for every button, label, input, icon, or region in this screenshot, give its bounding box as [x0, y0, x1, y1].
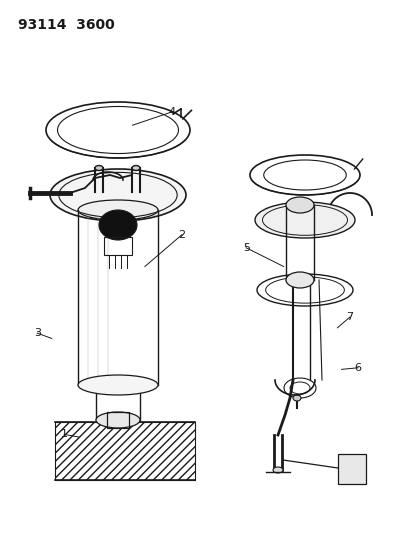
Ellipse shape: [50, 169, 185, 221]
Text: 2: 2: [178, 230, 185, 239]
Text: 7: 7: [345, 312, 353, 322]
Bar: [55, 422, 195, 480]
Text: 93114  3600: 93114 3600: [18, 18, 114, 32]
Ellipse shape: [78, 200, 158, 220]
Bar: [104, 237, 132, 255]
Ellipse shape: [285, 197, 313, 213]
Bar: [337, 454, 365, 484]
Ellipse shape: [95, 166, 103, 171]
Text: 3: 3: [34, 328, 40, 338]
Text: 1: 1: [61, 430, 67, 439]
Text: 4: 4: [168, 107, 175, 117]
Ellipse shape: [99, 210, 137, 240]
Bar: [107, 412, 129, 428]
Ellipse shape: [78, 375, 158, 395]
Ellipse shape: [292, 395, 300, 401]
Ellipse shape: [132, 166, 140, 171]
Ellipse shape: [285, 272, 313, 288]
Ellipse shape: [96, 412, 140, 428]
Text: 6: 6: [354, 363, 361, 373]
Text: 5: 5: [242, 243, 249, 253]
Ellipse shape: [272, 467, 282, 473]
Ellipse shape: [254, 202, 354, 238]
